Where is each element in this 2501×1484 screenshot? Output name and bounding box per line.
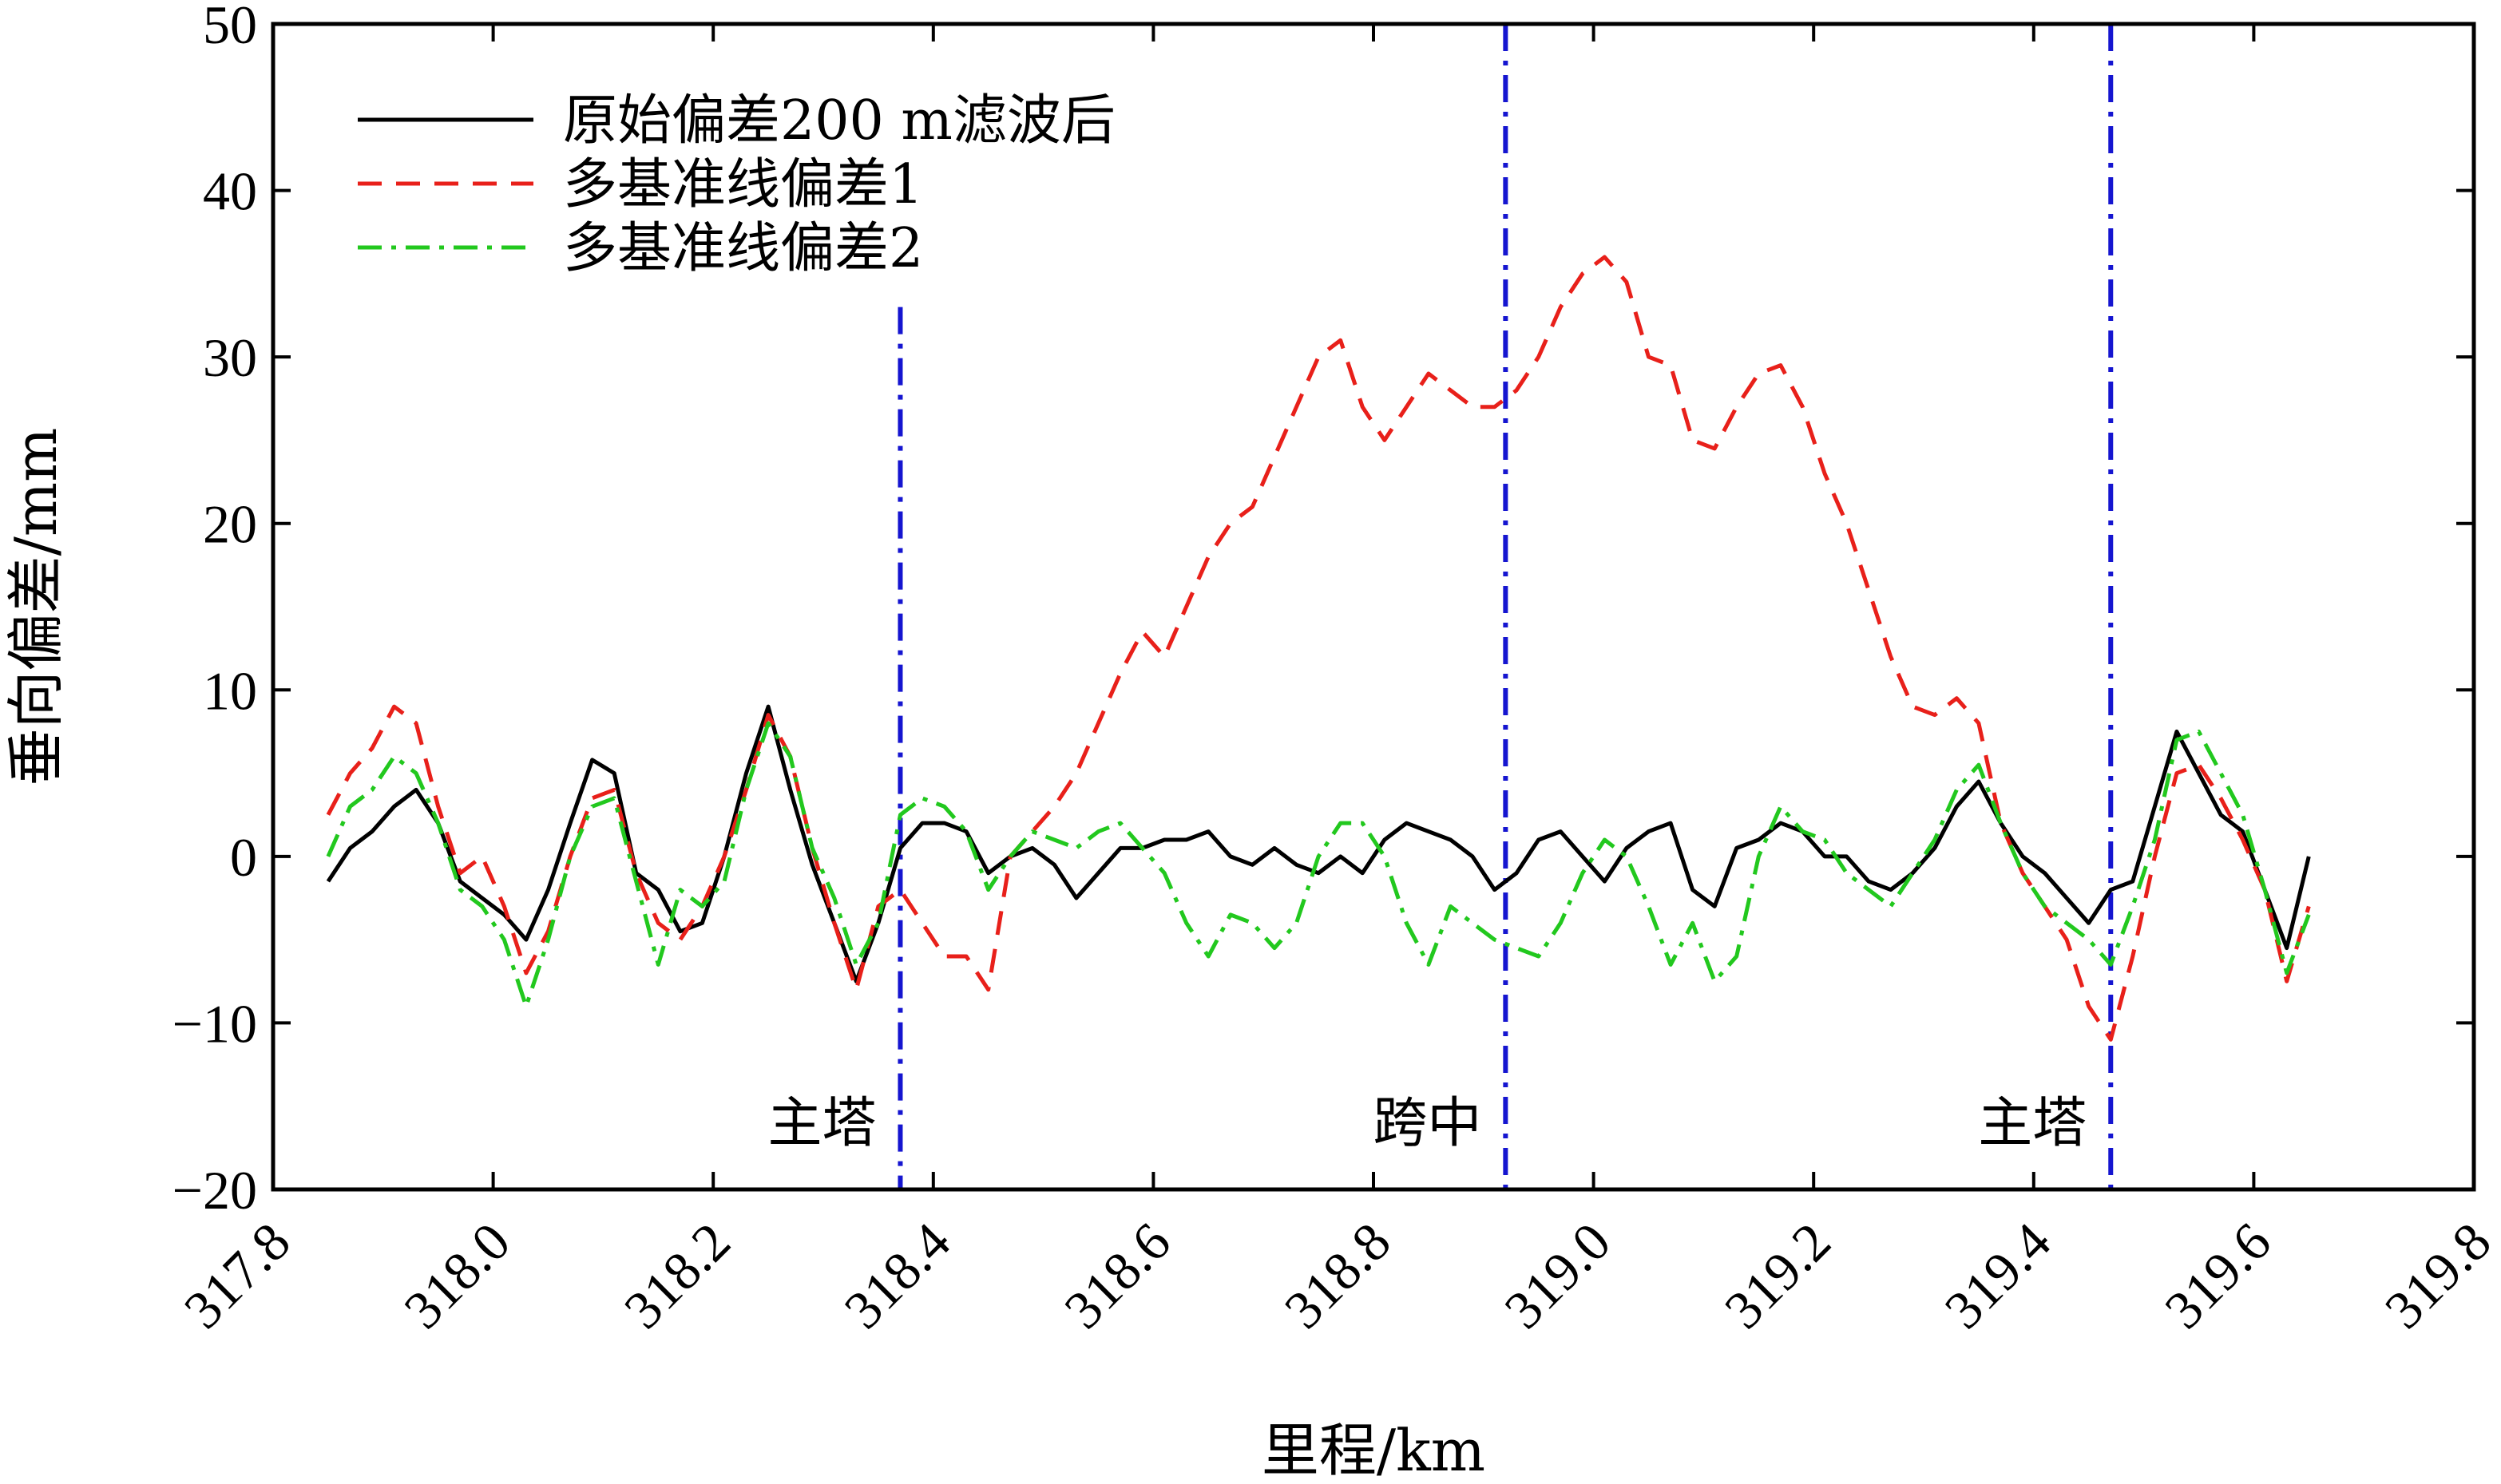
series-lines (326, 255, 2311, 1042)
annotation-label: 主塔 (1978, 1092, 2087, 1155)
legend-label-2: 多基准线偏差1 (563, 153, 923, 216)
legend-label-3: 多基准线偏差2 (563, 217, 923, 280)
y-tick-label: 10 (203, 660, 257, 721)
annotation-label: 跨中 (1373, 1092, 1481, 1155)
y-tick-label: 30 (203, 327, 257, 388)
x-axis-title: 里程/km (1262, 1417, 1485, 1484)
annotation-label: 主塔 (767, 1092, 876, 1155)
series-line-1 (326, 704, 2311, 983)
legend-label-1: 原始偏差200 m滤波后 (563, 89, 1116, 152)
y-tick-label: 20 (203, 494, 257, 555)
y-tick-label: 0 (230, 827, 257, 888)
y-axis-title: 垂向偏差/mm (2, 428, 69, 786)
series-line-3 (326, 721, 2311, 1009)
annotations: 主塔 跨中 主塔 (767, 1092, 2087, 1155)
y-tick-label: −10 (172, 993, 257, 1054)
y-tick-label: −20 (172, 1160, 257, 1221)
plot-frame (271, 22, 2476, 1192)
y-tick-label: 50 (203, 0, 257, 55)
y-axis-ticks: −20 −10 0 10 20 30 40 50 (172, 0, 2474, 1221)
y-tick-label: 40 (203, 161, 257, 222)
tower-marker-lines (898, 24, 2114, 1189)
series-line-2 (326, 255, 2311, 1042)
